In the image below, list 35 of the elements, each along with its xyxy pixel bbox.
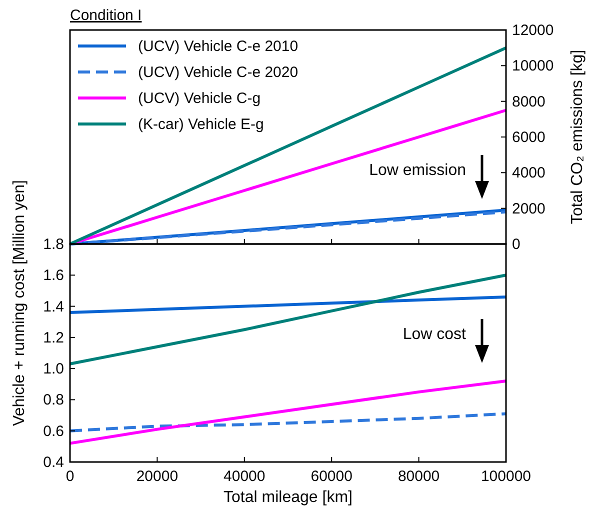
y2-tick-label: 0 [512, 236, 520, 253]
y-tick-label: 1.0 [43, 360, 64, 378]
y-tick-label: 1.4 [43, 298, 64, 316]
x-tick-label: 40000 [224, 468, 266, 485]
legend-label: (K-car) Vehicle E-g [138, 116, 264, 133]
y-tick-label: 0.6 [43, 422, 64, 440]
chart-title: Condition I [70, 7, 142, 24]
line-series [68, 295, 508, 314]
y2-tick-label: 2000 [512, 200, 546, 218]
line-series [68, 412, 508, 432]
y-tick-label: 0.8 [43, 392, 64, 409]
y-tick-label: 1.2 [43, 329, 64, 346]
line-series [68, 274, 508, 366]
y2-tick-label: 4000 [512, 164, 546, 182]
x-tick-label: 20000 [136, 468, 178, 485]
legend-label: (UCV) Vehicle C-e 2010 [138, 38, 298, 55]
y2-tick-label: 6000 [512, 129, 546, 146]
annotation: Low emission [369, 162, 466, 179]
legend-label: (UCV) Vehicle C-e 2020 [138, 64, 298, 81]
y2-axis-title: Total CO₂ emissions [kg] [569, 50, 586, 224]
x-tick-label: 0 [66, 468, 74, 485]
legend-label: (UCV) Vehicle C-g [138, 90, 261, 107]
y2-tick-label: 8000 [512, 93, 546, 110]
y-tick-label: 0.4 [43, 454, 64, 471]
x-tick-label: 80000 [398, 468, 440, 485]
x-tick-label: 60000 [310, 468, 352, 485]
y2-tick-label: 10000 [512, 58, 554, 75]
annotation: Low cost [402, 326, 467, 343]
y-tick-label: 1.6 [43, 267, 64, 284]
y2-tick-label: 12000 [512, 22, 554, 39]
y-axis-title: Vehicle + running cost [Million yen] [11, 180, 28, 426]
x-axis-title: Total mileage [km] [224, 489, 352, 506]
x-tick-label: 100000 [480, 468, 532, 485]
y-tick-label: 1.8 [43, 236, 64, 253]
line-series [68, 380, 508, 445]
